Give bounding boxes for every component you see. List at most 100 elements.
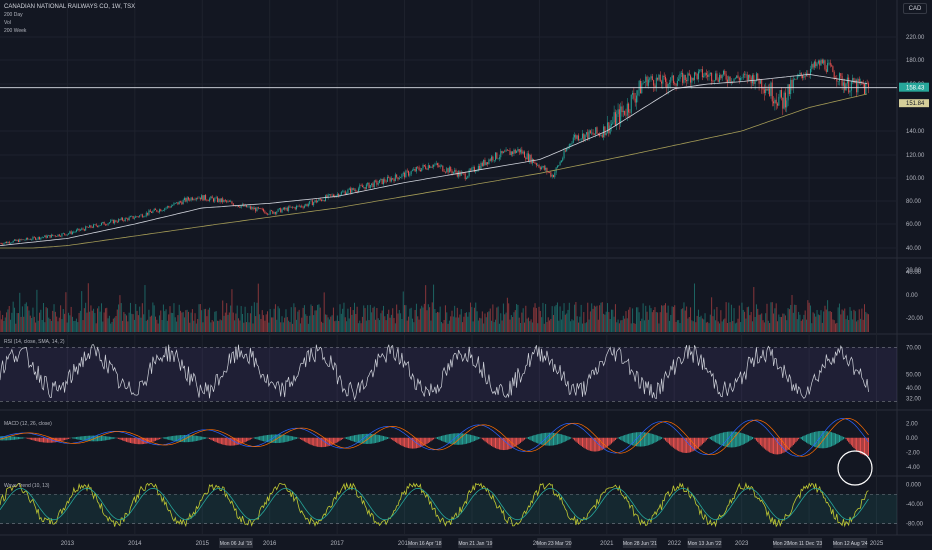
volume-bar [49,319,51,332]
volume-bar [547,317,549,332]
macd-histogram-bar [773,437,775,454]
macd-histogram-bar [226,437,228,446]
candle-body [480,162,482,170]
candle-body [816,63,818,67]
candle-body [231,201,233,204]
candle-body [641,83,643,94]
currency-button[interactable]: CAD [903,3,927,14]
candle-body [327,194,329,198]
macd-histogram-bar [680,437,682,453]
volume-bar [386,313,388,332]
candle-body [155,208,157,210]
candle-body [157,211,159,213]
macd-histogram-bar [802,436,804,441]
candle-body [289,206,291,208]
candle-body [850,81,852,91]
candle-body [650,76,652,79]
volume-bar [579,316,581,332]
candle-body [284,207,286,210]
candle-body [27,237,29,240]
macd-legend[interactable]: MACD (12, 26, close) [4,421,52,427]
macd-histogram-bar [203,437,205,440]
candle-body [713,80,715,82]
volume-bar [807,300,809,332]
volume-bar [118,304,120,332]
volume-bar [665,303,667,332]
time-marker-label: Mon 13 Jun '22 [688,541,722,547]
candle-body [270,210,272,212]
wt-line-1 [0,481,869,528]
candle-body [824,60,826,70]
volume-bar [564,314,566,332]
candle-body [288,206,290,211]
wt-legend[interactable]: Wave Trend (10, 13) [4,483,50,489]
macd-histogram-bar [183,434,185,443]
volume-bar [332,307,334,332]
volume-bar [294,307,296,332]
volume-bar [417,316,419,332]
macd-histogram-bar [116,437,118,439]
volume-bar [53,304,55,332]
candle-body [161,210,163,212]
macd-histogram-bar [790,437,792,448]
overlay-200-day[interactable]: 200 Day [4,12,23,18]
macd-histogram-bar [207,437,209,439]
macd-histogram-bar [239,437,241,445]
macd-histogram-bar [638,432,640,447]
volume-bar [607,303,609,332]
rsi-legend[interactable]: RSI (14, close, SMA, 14, 2) [4,339,65,345]
volume-bar [513,312,515,332]
candle-body [4,241,6,243]
macd-histogram-bar [617,437,619,439]
volume-bar [394,323,396,332]
candle-body [762,88,764,90]
candle-body [400,177,402,178]
candle-body [94,224,96,225]
volume-bar [20,316,22,332]
volume-bar [74,320,76,332]
volume-bar [678,320,680,332]
candle-body [799,72,801,76]
macd-histogram-bar [209,437,211,440]
macd-histogram-bar [128,437,130,443]
candle-body [542,165,544,168]
candle-body [464,173,466,180]
volume-bar [56,316,58,332]
candle-body [52,234,54,236]
volume-bar [206,316,208,332]
time-marker-label: Mon 23 Mar '20 [537,541,572,547]
volume-bar [761,313,763,332]
macd-histogram-bar [498,437,500,450]
volume-bar [477,320,479,332]
macd-histogram-bar [841,436,843,441]
volume-bar [28,310,30,332]
candle-body [68,233,70,235]
volume-bar [299,323,301,332]
volume-bar [361,316,363,332]
macd-histogram-bar [842,436,844,440]
candle-body [807,73,809,75]
candle-body [321,199,323,201]
candle-body [16,239,18,241]
candle-body [8,241,10,244]
candle-body [347,189,349,193]
candle-body [193,199,195,201]
macd-histogram-bar [860,437,862,454]
volume-bar [429,307,431,332]
volume-bar [721,321,723,332]
macd-histogram-bar [527,437,529,440]
overlay-200-week[interactable]: 200 Week [4,28,27,34]
macd-histogram-bar [691,437,693,452]
candle-body [286,207,288,211]
volume-bar [625,311,627,332]
candle-body [62,233,64,234]
candle-body [692,77,694,81]
volume-bar [654,307,656,332]
overlay-vol[interactable]: Vol [4,20,11,26]
volume-bar [730,304,732,332]
macd-histogram-bar [521,437,523,442]
candle-body [549,172,551,173]
candle-body [71,232,73,234]
macd-histogram-bar [541,433,543,445]
